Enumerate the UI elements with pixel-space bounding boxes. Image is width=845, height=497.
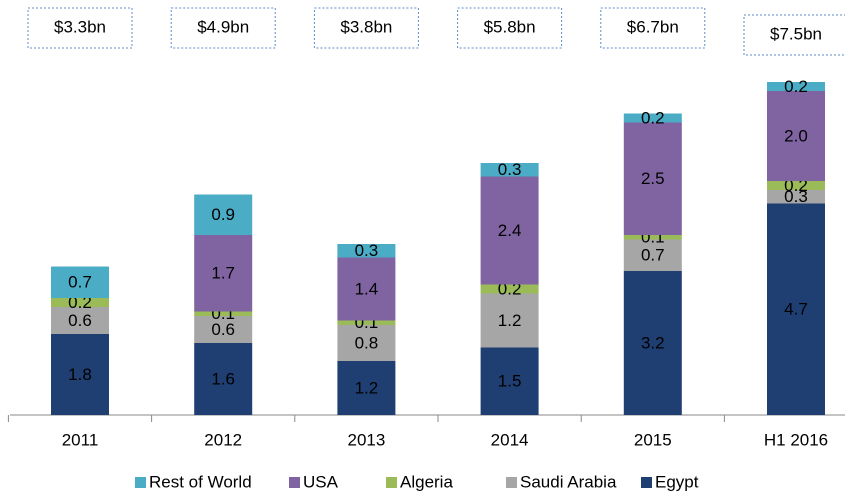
total-label: $5.8bn [484,17,536,36]
x-tick-label: 2015 [634,430,672,449]
bar-segment [51,298,109,307]
total-label: $4.9bn [197,17,249,36]
value-label: 0.2 [784,77,808,96]
bar-segment [337,325,396,361]
bar-segment [337,320,396,325]
value-label: 1.4 [355,279,379,298]
value-label: 2.5 [641,169,665,188]
bar-segment [480,347,539,415]
bar-segment [337,244,396,258]
value-label: 0.8 [355,333,379,352]
bar-segment [194,235,253,312]
bar-segment [623,271,682,415]
total-label: $3.8bn [340,17,392,36]
bar-segment [51,307,109,334]
bar-segment [767,190,825,204]
value-label: 4.7 [784,300,808,319]
legend-label: USA [303,472,339,491]
value-label: 1.2 [355,378,379,397]
total-box [743,14,845,56]
value-label: 0.6 [211,320,235,339]
legend-swatch [386,477,397,488]
legend-label: Egypt [655,472,699,491]
bar-segment [767,203,825,415]
value-label: 1.6 [211,369,235,388]
bar-segment [623,113,682,123]
bar-segment [480,176,539,285]
bar-segment [480,163,539,177]
total-box [600,7,706,49]
total-box [313,7,419,49]
x-tick-label: 2014 [491,430,529,449]
x-tick-label: 2013 [347,430,385,449]
total-box [457,7,563,49]
value-label: 0.3 [784,187,808,206]
x-tick-label: H1 2016 [764,430,828,449]
value-label: 0.2 [641,108,665,127]
bar-segment [623,235,682,240]
value-label: 2.0 [784,126,808,145]
total-label: $3.3bn [54,17,106,36]
bar-segment [623,239,682,271]
legend-swatch [289,477,300,488]
value-label: 1.7 [211,264,235,283]
value-label: 1.8 [68,365,92,384]
bar-segment [767,82,825,91]
legend-swatch [135,477,146,488]
value-label: 0.6 [68,311,92,330]
bar-segment [194,343,253,415]
x-tick-label: 2012 [204,430,242,449]
bar-segment [767,91,825,181]
legend-swatch [641,477,652,488]
value-label: 0.3 [498,160,522,179]
bar-segment [337,361,396,415]
value-label: 0.7 [641,246,665,265]
value-label: 0.3 [355,241,379,260]
bar-segment [337,257,396,321]
value-label: 1.2 [498,311,522,330]
value-label: 1.5 [498,372,522,391]
x-tick-label: 2011 [62,430,99,449]
legend-swatch [506,477,517,488]
value-label: 3.2 [641,333,665,352]
bar-segment [194,316,253,343]
value-label: 0.9 [211,205,235,224]
total-label: $7.5bn [770,24,822,43]
bar-segment [480,284,539,294]
bar-segment [480,293,539,348]
bar-segment [51,266,109,298]
bar-segment [194,311,253,316]
bar-segment [623,122,682,235]
bar-segment [194,194,253,235]
bar-segment [767,181,825,190]
value-label: 2.4 [498,221,522,240]
total-box [170,7,276,49]
total-box [27,7,133,49]
total-label: $6.7bn [627,17,679,36]
legend-label: Saudi Arabia [520,472,617,491]
legend-label: Rest of World [149,472,252,491]
value-label: 0.7 [68,273,92,292]
bar-segment [51,334,109,415]
legend-label: Algeria [400,472,453,491]
